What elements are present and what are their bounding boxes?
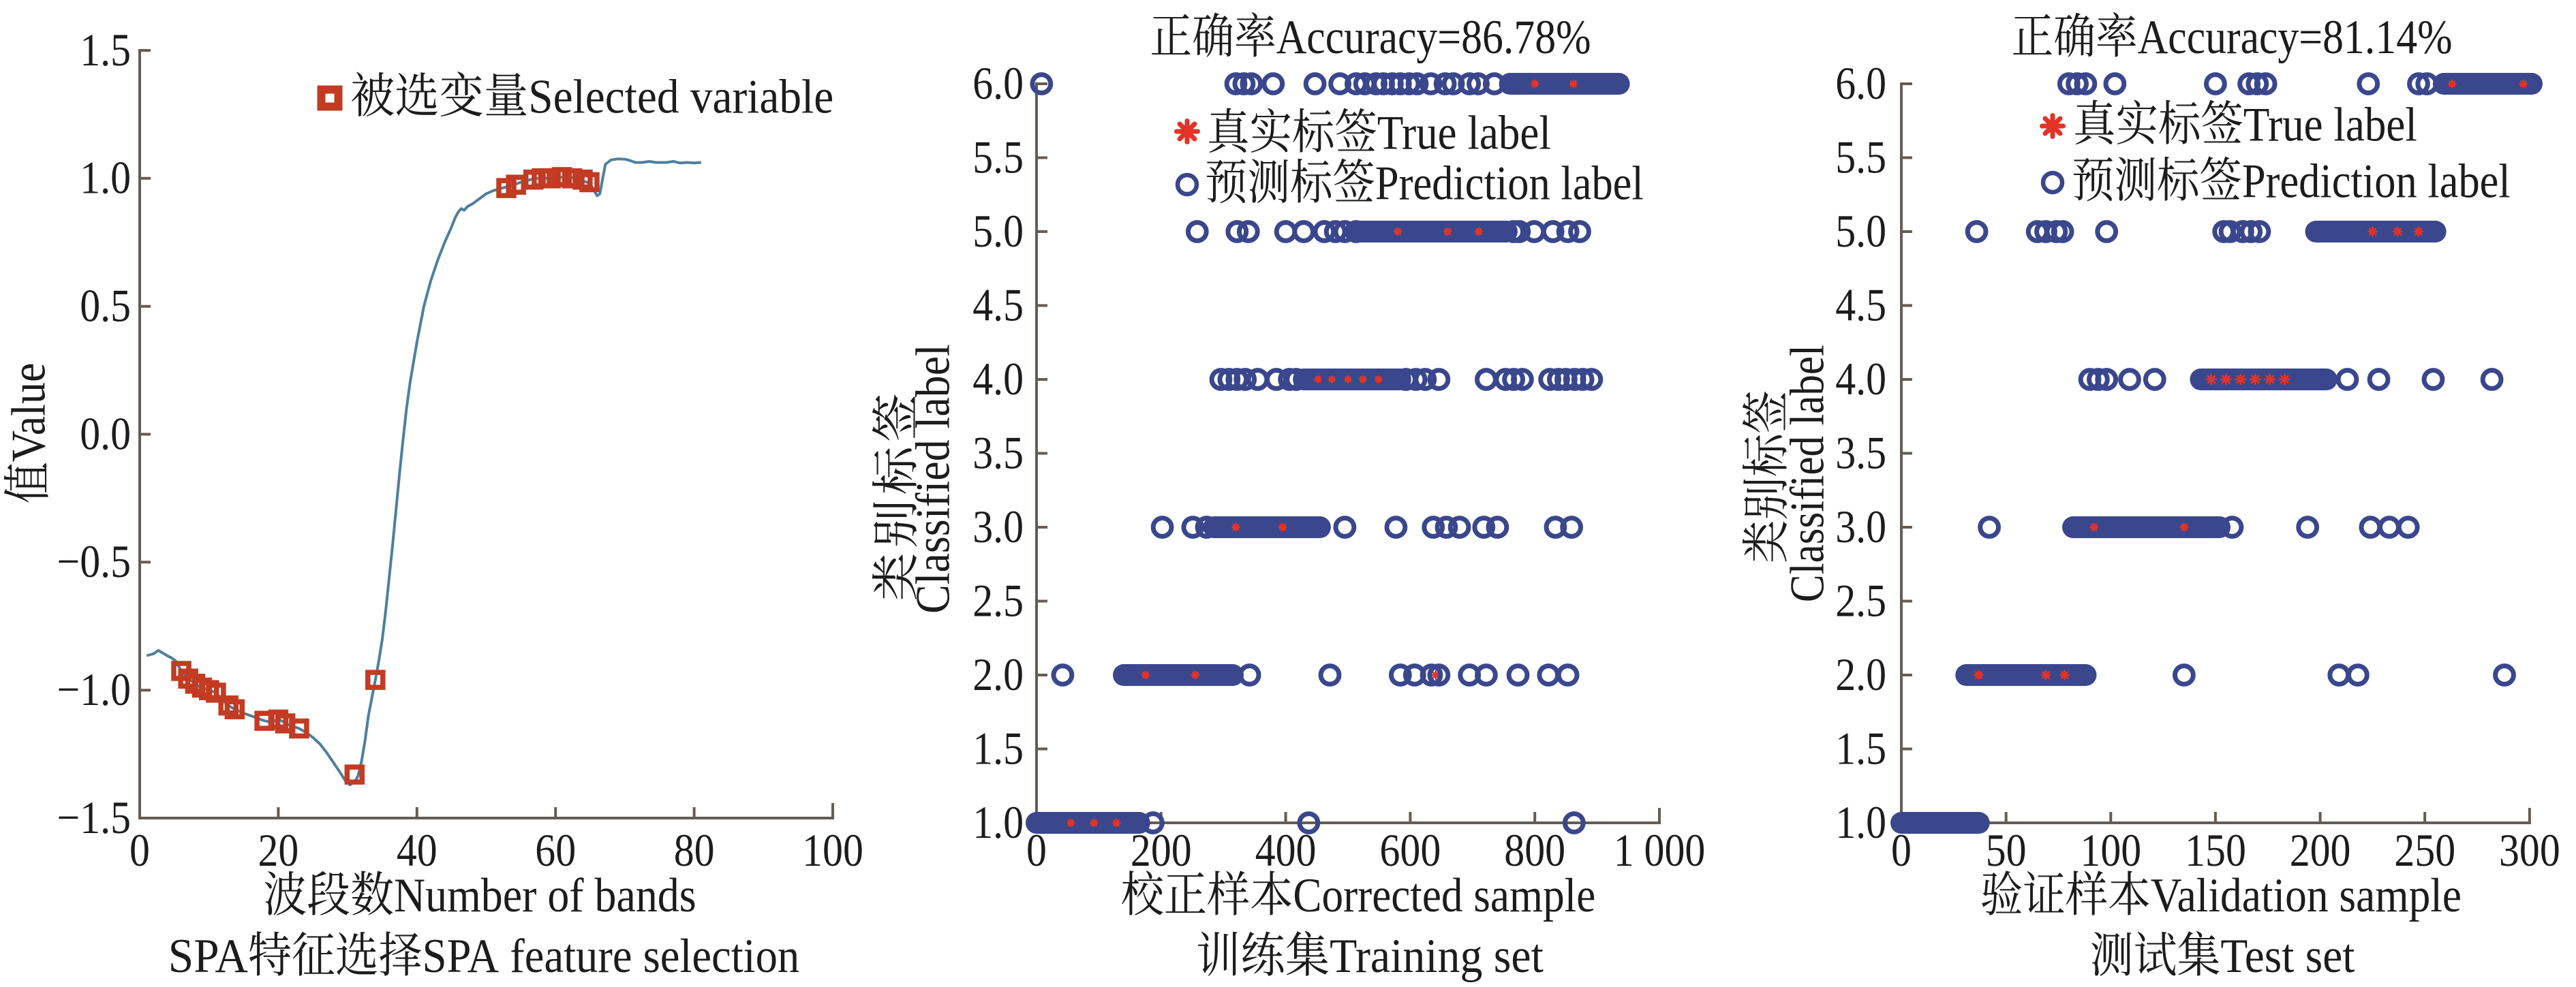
svg-text:Prediction label: Prediction label — [2242, 155, 2511, 208]
svg-text:Number of bands: Number of bands — [394, 869, 696, 922]
svg-text:20: 20 — [258, 824, 299, 876]
svg-text:−0.5: −0.5 — [57, 535, 132, 587]
svg-text:True label: True label — [1377, 106, 1551, 159]
svg-text:1.0: 1.0 — [80, 152, 131, 204]
svg-text:800: 800 — [1504, 824, 1565, 876]
svg-text:100: 100 — [2080, 824, 2141, 876]
svg-text:1.0: 1.0 — [972, 796, 1024, 848]
svg-text:0.0: 0.0 — [80, 407, 131, 459]
svg-text:3.0: 3.0 — [1835, 501, 1886, 552]
svg-text:1 000: 1 000 — [1614, 824, 1706, 876]
svg-text:600: 600 — [1380, 824, 1441, 876]
svg-text:2.0: 2.0 — [972, 648, 1024, 700]
svg-text:1.5: 1.5 — [972, 722, 1024, 774]
svg-text:4.0: 4.0 — [1835, 353, 1886, 405]
svg-text:Validation sample: Validation sample — [2151, 869, 2462, 922]
svg-text:5.5: 5.5 — [972, 131, 1024, 183]
svg-text:4.5: 4.5 — [1835, 279, 1886, 330]
svg-text:5.5: 5.5 — [1835, 131, 1886, 183]
svg-text:3.5: 3.5 — [972, 426, 1024, 478]
svg-text:2.5: 2.5 — [972, 574, 1024, 626]
svg-text:Classified label: Classified label — [906, 344, 960, 614]
svg-text:1.0: 1.0 — [1835, 796, 1886, 848]
svg-text:4.0: 4.0 — [972, 353, 1024, 405]
svg-text:6.0: 6.0 — [972, 57, 1024, 109]
svg-text:Training set: Training set — [1330, 930, 1544, 983]
svg-text:True label: True label — [2243, 98, 2417, 151]
svg-text:5.0: 5.0 — [1835, 205, 1886, 257]
svg-text:300: 300 — [2499, 824, 2560, 876]
svg-text:4.5: 4.5 — [972, 279, 1024, 330]
svg-text:40: 40 — [397, 824, 438, 876]
svg-text:200: 200 — [2290, 824, 2351, 876]
svg-text:Value: Value — [2, 363, 55, 463]
svg-text:50: 50 — [1986, 824, 2027, 876]
svg-text:Accuracy=81.14%: Accuracy=81.14% — [2138, 11, 2453, 64]
svg-text:−1.5: −1.5 — [57, 792, 132, 843]
svg-text:80: 80 — [674, 824, 715, 876]
svg-text:1.5: 1.5 — [80, 24, 131, 76]
svg-text:SPA: SPA — [168, 930, 248, 983]
svg-text:0: 0 — [129, 824, 150, 876]
svg-text:3.0: 3.0 — [972, 501, 1024, 552]
svg-text:Selected variable: Selected variable — [528, 70, 833, 123]
svg-text:Accuracy=86.78%: Accuracy=86.78% — [1276, 11, 1591, 64]
svg-text:60: 60 — [535, 824, 576, 876]
svg-text:2.5: 2.5 — [1835, 574, 1886, 626]
svg-text:SPA feature selection: SPA feature selection — [423, 930, 800, 983]
svg-text:250: 250 — [2394, 824, 2455, 876]
svg-text:Classified label: Classified label — [1781, 345, 1834, 602]
svg-text:−1.0: −1.0 — [57, 663, 132, 715]
svg-text:Prediction label: Prediction label — [1375, 157, 1644, 210]
svg-text:100: 100 — [802, 824, 863, 876]
svg-text:1.5: 1.5 — [1835, 722, 1886, 774]
svg-text:Test set: Test set — [2220, 930, 2355, 983]
svg-text:2.0: 2.0 — [1835, 648, 1886, 700]
svg-text:0.5: 0.5 — [80, 279, 131, 331]
svg-text:150: 150 — [2185, 824, 2246, 876]
svg-text:3.5: 3.5 — [1835, 426, 1886, 478]
svg-text:6.0: 6.0 — [1835, 57, 1886, 109]
svg-text:5.0: 5.0 — [972, 205, 1024, 257]
svg-text:Corrected sample: Corrected sample — [1293, 869, 1595, 922]
